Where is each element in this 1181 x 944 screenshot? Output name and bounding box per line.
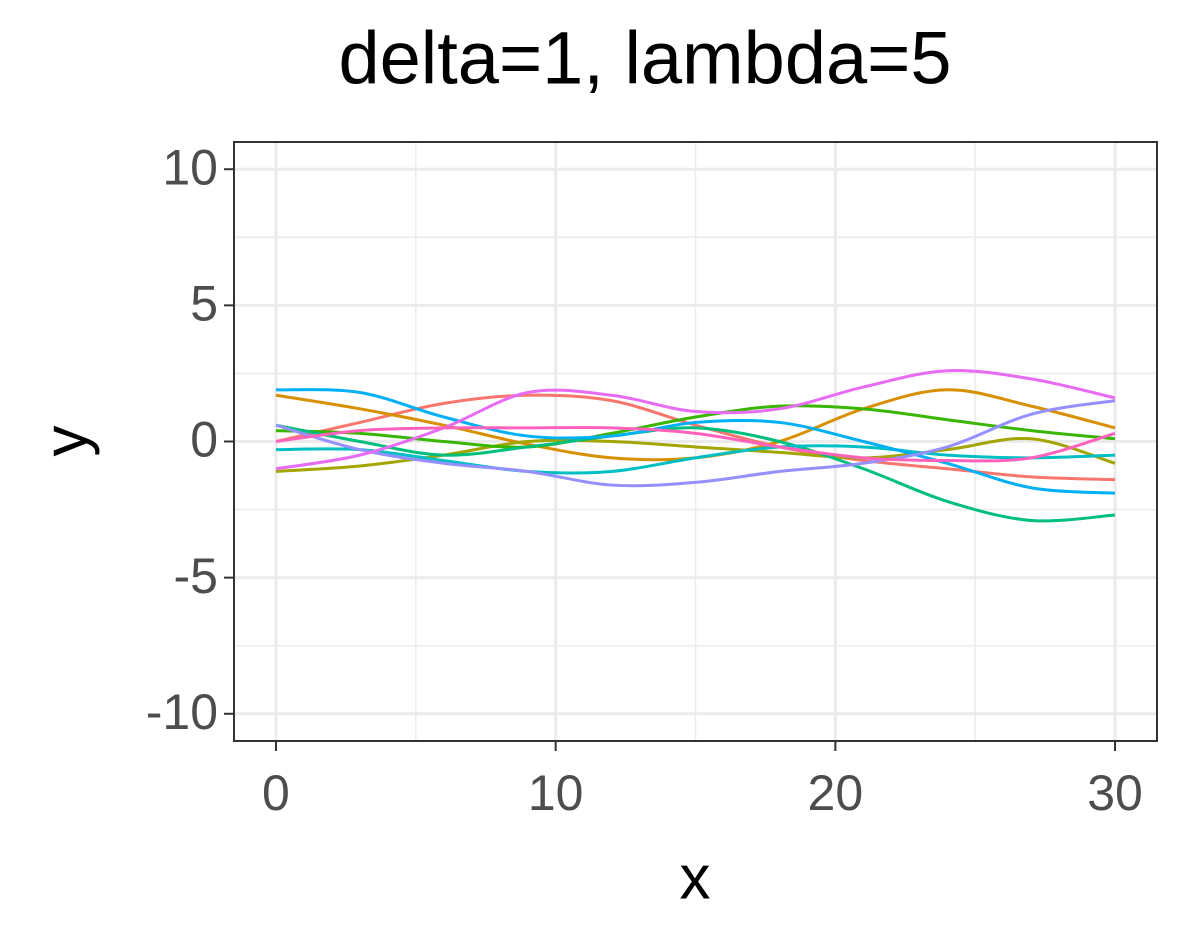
series-line bbox=[275, 444, 1116, 475]
chart-title: delta=1, lambda=5 bbox=[338, 17, 951, 100]
y-tick-label: 10 bbox=[162, 139, 218, 195]
series-line bbox=[275, 423, 1116, 523]
y-tick-label: 5 bbox=[190, 276, 218, 332]
panel-border bbox=[233, 141, 1158, 742]
series-line bbox=[275, 399, 1116, 488]
series-line bbox=[275, 425, 1116, 463]
x-axis-title: x bbox=[680, 843, 711, 912]
y-tick-label: -5 bbox=[174, 548, 218, 604]
y-tick-label: -10 bbox=[146, 684, 218, 740]
series-line bbox=[275, 388, 1116, 495]
x-tick-label: 10 bbox=[528, 765, 584, 821]
y-tick-label: 0 bbox=[190, 412, 218, 468]
series-line bbox=[275, 404, 1116, 449]
series-line bbox=[275, 368, 1116, 471]
y-axis-title: y bbox=[31, 426, 100, 457]
x-tick-label: 30 bbox=[1087, 765, 1143, 821]
x-tick-label: 20 bbox=[808, 765, 864, 821]
x-tick-label: 0 bbox=[262, 765, 290, 821]
